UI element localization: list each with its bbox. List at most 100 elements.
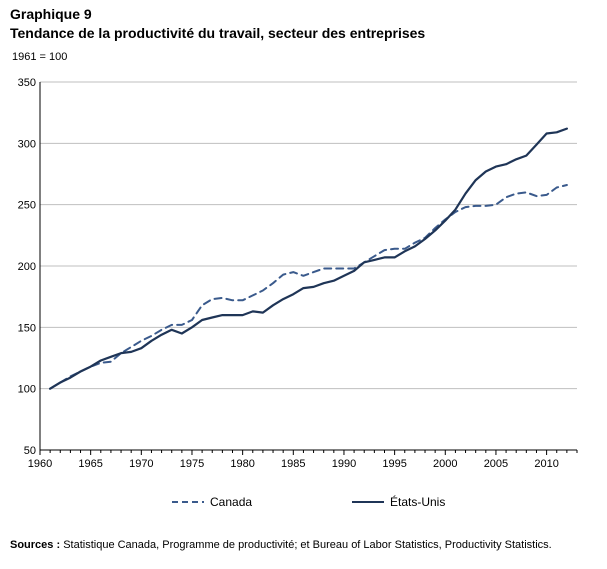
- data-point-canada: [201, 304, 203, 306]
- data-point-usa: [79, 370, 81, 372]
- data-point-usa: [221, 314, 223, 316]
- legend: Canada États-Unis: [172, 494, 445, 509]
- x-tick-label: 1980: [230, 458, 254, 470]
- data-point-usa: [495, 165, 497, 167]
- sources-note: Sources : Statistique Canada, Programme …: [10, 539, 552, 551]
- data-point-usa: [120, 352, 122, 354]
- data-point-usa: [150, 340, 152, 342]
- series-line-usa: [48, 127, 569, 390]
- data-point-canada: [464, 206, 466, 208]
- data-point-canada: [171, 324, 173, 326]
- data-point-canada: [414, 241, 416, 243]
- legend-canada-label: Canada: [210, 495, 252, 509]
- data-point-canada: [505, 196, 507, 198]
- data-point-canada: [191, 319, 193, 321]
- data-point-canada: [495, 203, 497, 205]
- data-point-canada: [383, 249, 385, 251]
- data-point-usa: [383, 256, 385, 258]
- data-point-canada: [404, 248, 406, 250]
- data-point-canada: [221, 297, 223, 299]
- data-point-canada: [566, 184, 568, 186]
- data-point-usa: [393, 256, 395, 258]
- data-point-canada: [312, 271, 314, 273]
- data-point-usa: [59, 381, 61, 383]
- data-point-usa: [282, 298, 284, 300]
- data-point-canada: [485, 205, 487, 207]
- data-point-usa: [566, 127, 568, 129]
- data-point-usa: [181, 332, 183, 334]
- data-point-usa: [110, 356, 112, 358]
- data-point-usa: [262, 311, 264, 313]
- data-point-usa: [373, 259, 375, 261]
- sources-label: Sources :: [10, 539, 61, 551]
- series-lines: [48, 127, 569, 390]
- data-point-usa: [404, 250, 406, 252]
- data-point-canada: [211, 298, 213, 300]
- data-point-canada: [272, 282, 274, 284]
- data-point-usa: [535, 143, 537, 145]
- data-point-usa: [333, 280, 335, 282]
- data-point-usa: [272, 304, 274, 306]
- data-point-usa: [211, 316, 213, 318]
- y-axis-ticks: 50 100 150 200 250 300 350: [18, 77, 36, 457]
- data-point-usa: [545, 132, 547, 134]
- data-point-canada: [282, 273, 284, 275]
- data-point-canada: [545, 194, 547, 196]
- y-tick-label: 300: [18, 138, 36, 150]
- data-point-canada: [262, 289, 264, 291]
- data-point-usa: [302, 287, 304, 289]
- x-tick-label: 2000: [433, 458, 457, 470]
- data-point-usa: [505, 163, 507, 165]
- data-point-canada: [252, 294, 254, 296]
- data-point-canada: [150, 335, 152, 337]
- x-tick-label: 1985: [281, 458, 305, 470]
- data-point-canada: [110, 360, 112, 362]
- sources-text: Statistique Canada, Programme de product…: [60, 539, 552, 551]
- data-point-usa: [525, 154, 527, 156]
- y-tick-label: 150: [18, 322, 36, 334]
- x-tick-label: 1970: [129, 458, 153, 470]
- y-tick-label: 350: [18, 77, 36, 89]
- data-point-usa: [343, 275, 345, 277]
- chart-title-line1: Graphique 9: [10, 6, 92, 22]
- x-tick-label: 1960: [28, 458, 52, 470]
- data-point-usa: [241, 314, 243, 316]
- data-point-usa: [322, 282, 324, 284]
- data-point-canada: [373, 255, 375, 257]
- x-tick-label: 1995: [382, 458, 406, 470]
- data-point-usa: [89, 365, 91, 367]
- data-point-usa: [414, 245, 416, 247]
- data-point-usa: [160, 333, 162, 335]
- data-point-usa: [474, 179, 476, 181]
- data-point-usa: [556, 131, 558, 133]
- data-point-usa: [515, 158, 517, 160]
- chart-title-line2: Tendance de la productivité du travail, …: [10, 25, 426, 41]
- y-tick-label: 200: [18, 261, 36, 273]
- x-axis-ticks: 1960 1965 1970 1975 1980 1985 1990 1995 2000 2005…: [28, 450, 578, 470]
- data-point-usa: [69, 376, 71, 378]
- x-tick-label: 2005: [484, 458, 508, 470]
- data-point-usa: [444, 219, 446, 221]
- data-point-canada: [241, 299, 243, 301]
- x-tick-label: 1990: [332, 458, 356, 470]
- data-point-usa: [171, 329, 173, 331]
- data-point-usa: [485, 170, 487, 172]
- data-point-usa: [454, 208, 456, 210]
- data-point-usa: [353, 270, 355, 272]
- data-point-usa: [201, 319, 203, 321]
- data-point-canada: [160, 329, 162, 331]
- y-tick-label: 50: [24, 445, 36, 457]
- data-point-usa: [49, 387, 51, 389]
- data-point-usa: [464, 192, 466, 194]
- data-point-canada: [322, 267, 324, 269]
- data-point-usa: [434, 229, 436, 231]
- data-point-usa: [292, 293, 294, 295]
- series-line-canada: [49, 184, 568, 390]
- x-tick-label: 2010: [534, 458, 558, 470]
- x-tick-label: 1975: [180, 458, 204, 470]
- data-point-canada: [474, 205, 476, 207]
- data-point-canada: [181, 324, 183, 326]
- data-point-usa: [312, 286, 314, 288]
- y-tick-label: 250: [18, 200, 36, 212]
- data-point-canada: [393, 248, 395, 250]
